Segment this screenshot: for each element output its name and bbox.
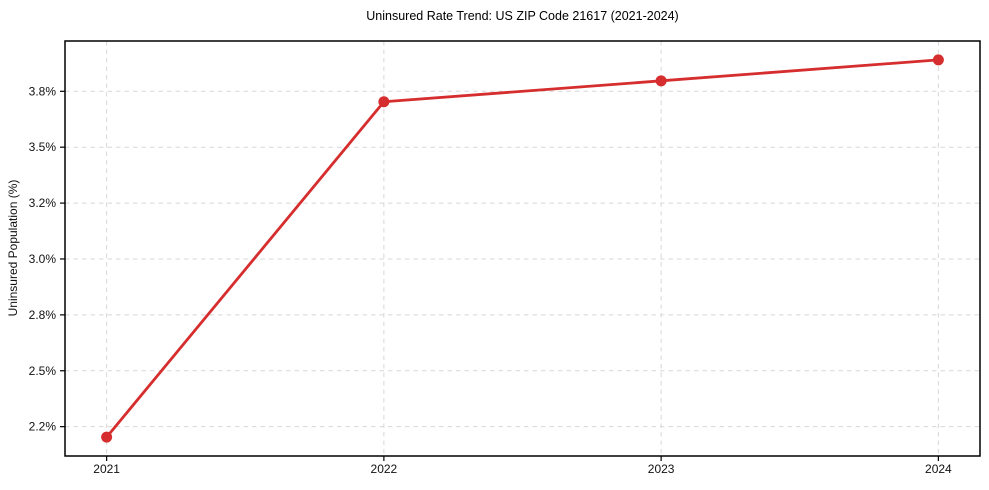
y-tick-label: 3.8% bbox=[29, 84, 57, 98]
y-tick-label: 3.2% bbox=[29, 196, 57, 210]
y-tick-label: 3.5% bbox=[29, 140, 57, 154]
trend-line bbox=[105, 58, 940, 439]
y-tick-label: 2.8% bbox=[29, 308, 57, 322]
data-point bbox=[932, 54, 944, 66]
data-point bbox=[101, 431, 113, 443]
x-tick-label: 2023 bbox=[648, 462, 675, 476]
y-tick-label: 2.5% bbox=[29, 364, 57, 378]
plot-border bbox=[64, 40, 981, 457]
data-point bbox=[378, 96, 390, 108]
x-tick-label: 2024 bbox=[925, 462, 952, 476]
x-tick-label: 2021 bbox=[93, 462, 120, 476]
chart-title: Uninsured Rate Trend: US ZIP Code 21617 … bbox=[366, 9, 679, 23]
y-tick-label: 3.0% bbox=[29, 252, 57, 266]
data-point bbox=[655, 75, 667, 87]
x-tick-label: 2022 bbox=[371, 462, 398, 476]
y-tick-label: 2.2% bbox=[29, 420, 57, 434]
